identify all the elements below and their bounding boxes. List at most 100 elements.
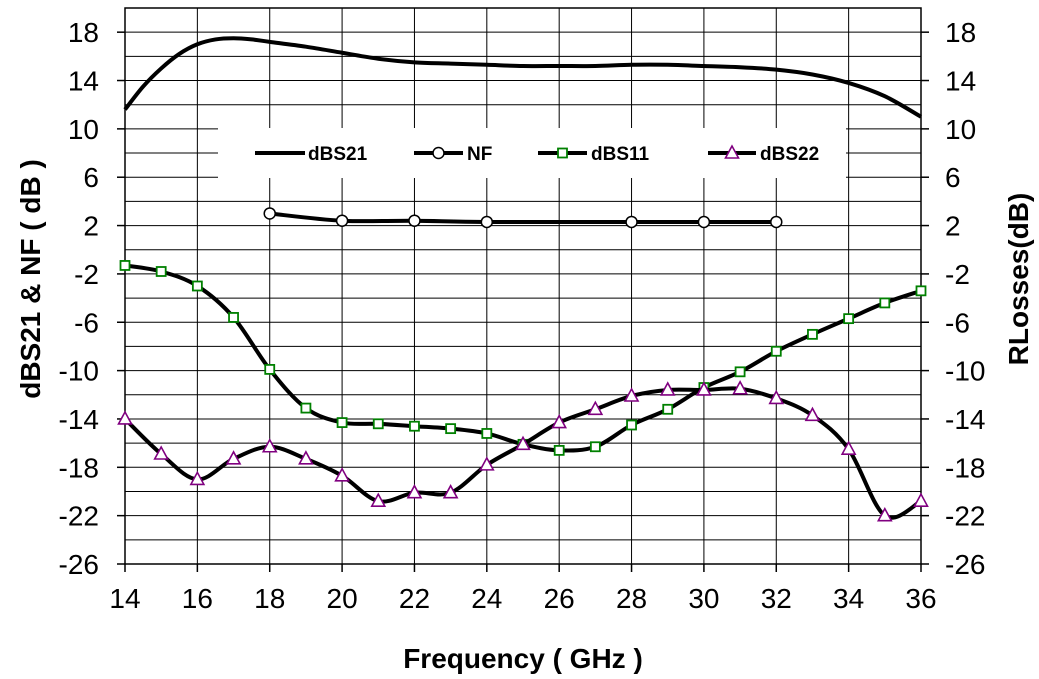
- data-point-nf: [697, 215, 711, 229]
- data-point-dbs22: [370, 492, 387, 507]
- legend-label-dbs22: dBS22: [760, 144, 819, 165]
- y-tick-label-left: 18: [68, 17, 99, 48]
- data-point-nf: [625, 215, 638, 229]
- x-tick-label: 16: [182, 583, 213, 614]
- data-point-dbs11: [481, 428, 493, 439]
- x-tick-label: 32: [761, 583, 792, 614]
- gridlines: [125, 8, 921, 564]
- data-point-dbs11: [119, 260, 131, 271]
- y-tick-label-right: -10: [945, 356, 985, 387]
- data-point-dbs22: [515, 435, 531, 451]
- data-point-dbs11: [155, 266, 167, 277]
- data-point-dbs22: [913, 492, 929, 507]
- series-line-dbs21: [123, 36, 922, 119]
- data-point-dbs22: [768, 389, 785, 405]
- data-point-dbs22: [876, 506, 893, 522]
- y-tick-label-right: -22: [945, 501, 985, 532]
- x-tick-label: 20: [327, 583, 358, 614]
- y-tick-label-right: 2: [945, 211, 961, 242]
- x-tick-label: 14: [109, 583, 140, 614]
- data-point-dbs11: [843, 313, 855, 325]
- data-point-dbs22: [478, 456, 495, 471]
- data-point-dbs22: [117, 410, 133, 425]
- y-tick-label-left: 6: [83, 162, 99, 193]
- data-point-nf: [335, 214, 349, 227]
- data-point-dbs11: [228, 312, 239, 323]
- data-point-dbs22: [406, 484, 423, 499]
- series-dbs22: [117, 380, 929, 522]
- y-tick-label-left: -26: [59, 549, 99, 580]
- series-layer: [117, 36, 929, 522]
- y-tick-label-right: 18: [945, 17, 976, 48]
- series-line-dbs22: [123, 386, 923, 520]
- data-point-dbs11: [770, 345, 782, 357]
- data-point-dbs11: [409, 420, 420, 432]
- x-tick-label: 28: [616, 583, 647, 614]
- y-tick-label-left: -14: [59, 404, 99, 435]
- data-point-dbs22: [623, 387, 640, 402]
- x-tick-label: 26: [544, 583, 575, 614]
- y-tick-label-right: -2: [945, 259, 970, 290]
- legend-entry-nf: NF: [414, 144, 492, 165]
- data-point-dbs11: [915, 285, 927, 297]
- data-point-dbs11: [879, 297, 891, 309]
- series-dbs21: [123, 36, 922, 119]
- data-point-dbs11: [445, 423, 457, 435]
- y-tick-label-right: -6: [945, 307, 970, 338]
- data-point-dbs11: [372, 418, 384, 430]
- data-point-dbs22: [153, 445, 170, 460]
- legend-marker-dbs22: [724, 144, 740, 159]
- data-point-nf: [770, 215, 783, 229]
- y-tick-label-left: 14: [68, 66, 99, 97]
- y-tick-label-left: -10: [59, 356, 99, 387]
- data-point-dbs11: [191, 280, 203, 292]
- data-point-dbs22: [732, 380, 748, 395]
- data-point-dbs22: [659, 381, 676, 396]
- data-point-dbs11: [807, 328, 818, 340]
- y-tick-label-left: -22: [59, 501, 99, 532]
- data-point-dbs22: [804, 406, 821, 422]
- x-tick-label: 36: [905, 583, 936, 614]
- tick-labels: -26 -26-22 -22-18 -18-14 -14-10 -10-6 -6-2 -22 2…: [59, 17, 986, 614]
- data-point-nf: [480, 215, 494, 229]
- data-point-dbs22: [587, 400, 604, 416]
- data-point-dbs22: [334, 467, 350, 482]
- y-axis-title-left: dBS21 & NF ( dB ): [15, 159, 46, 399]
- legend-entry-dbs22: dBS22: [708, 144, 819, 165]
- data-point-dbs22: [696, 381, 712, 396]
- data-point-dbs11: [626, 419, 637, 431]
- x-tick-label: 18: [254, 583, 285, 614]
- data-point-dbs22: [189, 470, 206, 486]
- data-point-nf: [408, 214, 421, 227]
- data-point-dbs11: [336, 417, 348, 428]
- y-tick-label-right: 6: [945, 162, 961, 193]
- y-tick-label-left: -18: [59, 452, 99, 483]
- data-point-nf: [263, 207, 276, 220]
- legend-entry-dbs21: dBS21: [255, 144, 368, 165]
- x-tick-label: 24: [471, 583, 502, 614]
- y-tick-label-right: 10: [945, 114, 976, 145]
- y-tick-label-right: -26: [945, 549, 985, 580]
- legend-label-dbs21: dBS21: [308, 144, 368, 165]
- legend-label-dbs11: dBS11: [591, 144, 650, 165]
- plot-frame: [124, 7, 922, 565]
- data-point-dbs22: [298, 450, 314, 465]
- series-line-dbs11: [124, 263, 922, 453]
- legend-entry-dbs11: dBS11: [538, 144, 650, 165]
- data-point-dbs22: [840, 440, 857, 455]
- x-tick-label: 30: [688, 583, 719, 614]
- legend-label-nf: NF: [467, 144, 492, 165]
- y-tick-label-right: -18: [945, 452, 985, 483]
- series-dbs11: [119, 260, 927, 456]
- data-point-dbs11: [662, 403, 674, 415]
- y-tick-label-right: -14: [945, 404, 985, 435]
- x-axis-title: Frequency ( GHz ): [403, 643, 643, 674]
- data-point-dbs22: [551, 413, 568, 429]
- y-tick-label-left: 10: [68, 114, 99, 145]
- y-axis-title-right: RLosses(dB): [1003, 193, 1034, 366]
- legend-marker-nf: [432, 146, 445, 160]
- x-tick-label: 34: [833, 583, 864, 614]
- legend-marker-dbs11: [557, 147, 568, 159]
- data-point-dbs11: [264, 363, 276, 375]
